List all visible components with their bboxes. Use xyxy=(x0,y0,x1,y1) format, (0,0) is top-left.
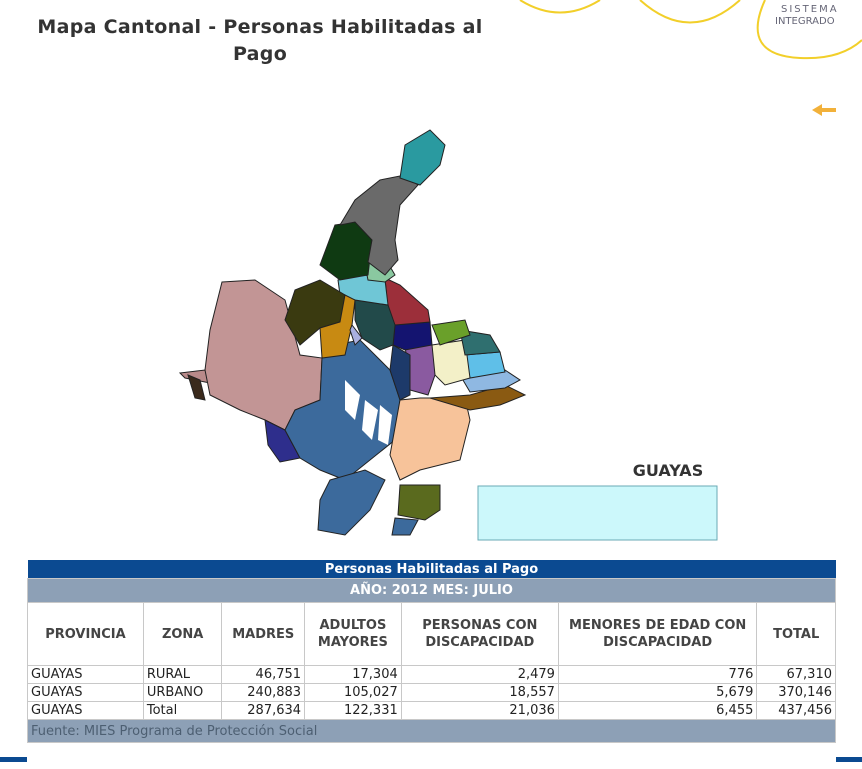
region xyxy=(392,321,433,351)
logo-arc xyxy=(639,0,741,24)
channel xyxy=(345,380,360,420)
map-label: GUAYAS xyxy=(633,461,703,480)
region xyxy=(317,469,386,536)
footer-bar xyxy=(0,757,27,762)
column-header: TOTAL xyxy=(756,602,836,666)
region xyxy=(284,339,401,481)
table-subtitle: AÑO: 2012 MES: JULIO xyxy=(27,578,836,603)
logo-arc xyxy=(519,0,601,14)
column-header: PERSONAS CON DISCAPACIDAD xyxy=(400,602,559,666)
table-cell: 240,883 xyxy=(221,683,306,702)
logo-arc xyxy=(756,0,862,60)
table-cell: 6,455 xyxy=(557,701,758,720)
table-cell: 370,146 xyxy=(756,683,836,702)
footer-row: Fuente: MIES Programa de Protección Soci… xyxy=(27,719,836,743)
subtitle-row: AÑO: 2012 MES: JULIO xyxy=(27,578,836,603)
column-header: MENORES DE EDAD CON DISCAPACIDAD xyxy=(557,602,758,666)
table-cell: 18,557 xyxy=(400,683,559,702)
map-regions xyxy=(178,129,527,536)
table-cell: 17,304 xyxy=(304,665,402,684)
logo-text: INTEGRADO xyxy=(775,16,835,27)
region xyxy=(389,397,471,481)
table-cell: 2,479 xyxy=(400,665,559,684)
table-cell: 122,331 xyxy=(304,701,402,720)
footer-bar xyxy=(836,757,862,762)
region xyxy=(319,294,356,359)
column-header: ZONA xyxy=(142,602,223,666)
table-cell: GUAYAS xyxy=(27,701,144,720)
table-cell: GUAYAS xyxy=(27,665,144,684)
header-row: PROVINCIA ZONA MADRES ADULTOS MAYORES PERSON… xyxy=(27,602,836,666)
column-header: PROVINCIA xyxy=(27,602,144,666)
column-header: ADULTOS MAYORES xyxy=(304,602,402,666)
logo-text: SISTEMA xyxy=(781,4,839,15)
region xyxy=(399,129,446,186)
region xyxy=(459,329,501,356)
table-cell: 287,634 xyxy=(221,701,306,720)
table-cell: 21,036 xyxy=(400,701,559,720)
region xyxy=(354,299,396,351)
data-table: Personas Habilitadas al Pago AÑO: 2012 ME… xyxy=(27,560,836,743)
channel xyxy=(378,405,392,445)
table-row: GUAYAS URBANO 240,883 105,027 18,557 5,679 370… xyxy=(27,683,836,702)
table-title: Personas Habilitadas al Pago xyxy=(27,560,836,579)
region xyxy=(187,374,206,401)
title-row: Personas Habilitadas al Pago xyxy=(27,560,836,579)
region xyxy=(429,384,527,411)
table-body: Personas Habilitadas al Pago AÑO: 2012 ME… xyxy=(27,560,836,743)
table-cell: 437,456 xyxy=(756,701,836,720)
table-cell: GUAYAS xyxy=(27,683,144,702)
region xyxy=(264,419,301,463)
region xyxy=(431,319,471,346)
region xyxy=(389,344,411,401)
region xyxy=(397,484,441,521)
region xyxy=(349,323,363,346)
column-header: MADRES xyxy=(221,602,306,666)
table-cell: RURAL xyxy=(142,665,223,684)
table-cell: 105,027 xyxy=(304,683,402,702)
table-cell: 5,679 xyxy=(557,683,758,702)
table-row: GUAYAS Total 287,634 122,331 21,036 6,455 437,… xyxy=(27,701,836,720)
table-cell: 776 xyxy=(557,665,758,684)
table-cell: URBANO xyxy=(142,683,223,702)
info-box xyxy=(477,485,718,541)
region xyxy=(391,517,419,536)
table-cell: 67,310 xyxy=(756,665,836,684)
table-cell: Total xyxy=(142,701,223,720)
table-cell: 46,751 xyxy=(221,665,306,684)
channel xyxy=(362,400,378,440)
logo: SISTEMA INTEGRADO xyxy=(519,0,862,60)
map: GUAYAS xyxy=(178,104,836,541)
page-title: Mapa Cantonal - Personas Habilitadas al … xyxy=(37,16,483,65)
table-footer: Fuente: MIES Programa de Protección Soci… xyxy=(27,719,836,743)
islands xyxy=(345,380,392,445)
back-arrow[interactable] xyxy=(812,104,836,116)
region xyxy=(338,174,419,276)
table-row: GUAYAS RURAL 46,751 17,304 2,479 776 67,310 xyxy=(27,665,836,684)
